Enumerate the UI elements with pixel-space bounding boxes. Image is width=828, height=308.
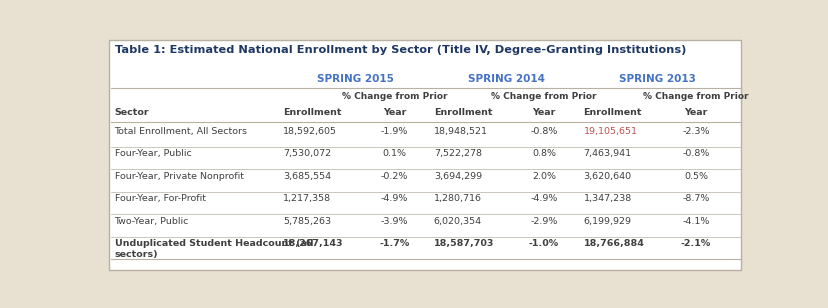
Text: -1.7%: -1.7% [378,239,409,248]
Text: Table 1: Estimated National Enrollment by Sector (Title IV, Degree-Granting Inst: Table 1: Estimated National Enrollment b… [115,45,686,55]
Text: 18,267,143: 18,267,143 [282,239,343,248]
Text: Four-Year, Public: Four-Year, Public [114,149,191,158]
Text: 1,217,358: 1,217,358 [282,194,330,203]
Text: Unduplicated Student Headcount (all
sectors): Unduplicated Student Headcount (all sect… [114,239,313,259]
Text: 18,592,605: 18,592,605 [282,127,336,136]
FancyBboxPatch shape [108,40,740,270]
Text: 19,105,651: 19,105,651 [583,127,637,136]
Text: Year: Year [383,108,406,117]
Text: 5,785,263: 5,785,263 [282,217,330,226]
Text: -4.9%: -4.9% [530,194,557,203]
Text: 7,530,072: 7,530,072 [282,149,330,158]
Text: -4.1%: -4.1% [681,217,709,226]
Text: -1.9%: -1.9% [380,127,407,136]
Text: 6,020,354: 6,020,354 [433,217,481,226]
Text: -2.1%: -2.1% [680,239,710,248]
Text: 1,347,238: 1,347,238 [583,194,631,203]
Text: Enrollment: Enrollment [433,108,492,117]
Text: 3,620,640: 3,620,640 [583,172,631,181]
Text: 3,694,299: 3,694,299 [433,172,481,181]
Text: Enrollment: Enrollment [583,108,641,117]
Text: -0.8%: -0.8% [530,127,557,136]
Text: -4.9%: -4.9% [380,194,407,203]
Text: 18,948,521: 18,948,521 [433,127,487,136]
Text: 18,766,884: 18,766,884 [583,239,643,248]
Text: 0.5%: 0.5% [683,172,707,181]
Text: Total Enrollment, All Sectors: Total Enrollment, All Sectors [114,127,248,136]
Text: -8.7%: -8.7% [681,194,709,203]
Text: 0.8%: 0.8% [532,149,556,158]
Text: 7,463,941: 7,463,941 [583,149,631,158]
Text: % Change from Prior: % Change from Prior [643,91,748,100]
Text: 0.1%: 0.1% [382,149,406,158]
Text: Four-Year, Private Nonprofit: Four-Year, Private Nonprofit [114,172,243,181]
Text: % Change from Prior: % Change from Prior [491,91,596,100]
Text: -0.2%: -0.2% [380,172,407,181]
Text: 3,685,554: 3,685,554 [282,172,330,181]
Text: Two-Year, Public: Two-Year, Public [114,217,189,226]
Text: -3.9%: -3.9% [380,217,407,226]
Text: 2.0%: 2.0% [532,172,556,181]
Text: SPRING 2015: SPRING 2015 [317,74,394,84]
Text: SPRING 2013: SPRING 2013 [619,74,696,84]
Text: Sector: Sector [114,108,149,117]
Text: Four-Year, For-Profit: Four-Year, For-Profit [114,194,205,203]
Text: -1.0%: -1.0% [528,239,558,248]
Text: Enrollment: Enrollment [282,108,341,117]
Text: -2.9%: -2.9% [530,217,557,226]
Text: 18,587,703: 18,587,703 [433,239,493,248]
Text: -2.3%: -2.3% [681,127,709,136]
Text: 1,280,716: 1,280,716 [433,194,481,203]
Text: 6,199,929: 6,199,929 [583,217,631,226]
Text: 7,522,278: 7,522,278 [433,149,481,158]
Text: % Change from Prior: % Change from Prior [341,91,446,100]
Text: Year: Year [532,108,555,117]
Text: -0.8%: -0.8% [681,149,709,158]
Text: Year: Year [683,108,707,117]
Text: SPRING 2014: SPRING 2014 [467,74,544,84]
